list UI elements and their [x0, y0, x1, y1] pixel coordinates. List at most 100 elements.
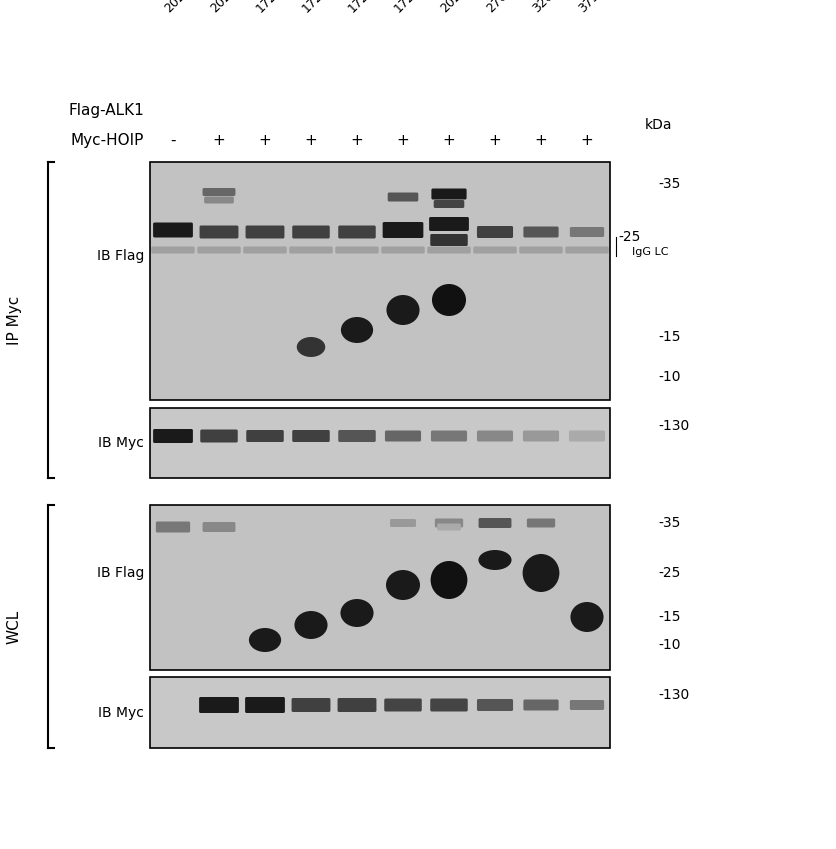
Text: 202-503: 202-503 — [208, 0, 254, 15]
Bar — [150, 162, 610, 400]
FancyBboxPatch shape — [477, 430, 513, 441]
Text: -35: -35 — [658, 516, 681, 530]
FancyBboxPatch shape — [570, 227, 604, 237]
Text: 172-300: 172-300 — [300, 0, 346, 15]
FancyBboxPatch shape — [246, 226, 284, 239]
Ellipse shape — [431, 561, 467, 599]
Text: +: + — [396, 132, 410, 148]
Text: 320-503: 320-503 — [530, 0, 576, 15]
FancyBboxPatch shape — [204, 196, 234, 204]
Text: +: + — [442, 132, 456, 148]
FancyBboxPatch shape — [339, 226, 375, 239]
FancyBboxPatch shape — [155, 521, 190, 532]
FancyBboxPatch shape — [335, 246, 379, 254]
Text: Flag-ALK1: Flag-ALK1 — [69, 103, 144, 117]
Ellipse shape — [341, 317, 373, 343]
Text: -15: -15 — [658, 610, 681, 624]
Text: 172-270: 172-270 — [254, 0, 300, 15]
Text: -25: -25 — [618, 230, 640, 244]
Bar — [150, 408, 610, 478]
FancyBboxPatch shape — [381, 246, 425, 254]
FancyBboxPatch shape — [292, 698, 330, 712]
FancyBboxPatch shape — [338, 698, 376, 712]
FancyBboxPatch shape — [293, 226, 329, 239]
FancyBboxPatch shape — [523, 430, 559, 441]
FancyBboxPatch shape — [197, 246, 241, 254]
Text: 172-375: 172-375 — [392, 0, 438, 15]
Text: -15: -15 — [658, 330, 681, 344]
Text: +: + — [304, 132, 318, 148]
FancyBboxPatch shape — [289, 246, 333, 254]
FancyBboxPatch shape — [565, 246, 609, 254]
Text: WCL: WCL — [7, 610, 22, 644]
Text: kDa: kDa — [645, 118, 672, 132]
Text: IB Flag: IB Flag — [97, 565, 144, 580]
FancyBboxPatch shape — [519, 246, 563, 254]
Ellipse shape — [570, 602, 604, 632]
Text: +: + — [258, 132, 272, 148]
Text: -10: -10 — [658, 638, 681, 652]
Text: +: + — [212, 132, 226, 148]
FancyBboxPatch shape — [477, 699, 513, 711]
FancyBboxPatch shape — [478, 518, 512, 528]
Ellipse shape — [340, 599, 374, 627]
FancyBboxPatch shape — [435, 519, 463, 527]
Text: -10: -10 — [658, 370, 681, 384]
Text: 172-320: 172-320 — [346, 0, 392, 15]
FancyBboxPatch shape — [202, 188, 236, 196]
Text: 270-503: 270-503 — [484, 0, 530, 15]
FancyBboxPatch shape — [293, 430, 329, 442]
Text: IB Myc: IB Myc — [98, 436, 144, 450]
Ellipse shape — [386, 295, 420, 325]
FancyBboxPatch shape — [431, 699, 468, 711]
FancyBboxPatch shape — [151, 246, 195, 254]
FancyBboxPatch shape — [383, 222, 423, 238]
Ellipse shape — [478, 550, 512, 570]
Bar — [150, 505, 610, 670]
FancyBboxPatch shape — [385, 699, 421, 711]
FancyBboxPatch shape — [477, 226, 513, 238]
Text: -130: -130 — [658, 419, 689, 433]
Ellipse shape — [386, 570, 420, 600]
FancyBboxPatch shape — [202, 522, 236, 532]
FancyBboxPatch shape — [200, 226, 238, 239]
FancyBboxPatch shape — [434, 200, 464, 208]
Ellipse shape — [249, 628, 281, 652]
Text: 202-375: 202-375 — [438, 0, 484, 15]
Ellipse shape — [522, 554, 559, 592]
Text: IB Myc: IB Myc — [98, 706, 144, 719]
FancyBboxPatch shape — [431, 430, 467, 441]
FancyBboxPatch shape — [243, 246, 287, 254]
FancyBboxPatch shape — [153, 222, 193, 238]
Text: +: + — [350, 132, 364, 148]
FancyBboxPatch shape — [247, 430, 283, 442]
FancyBboxPatch shape — [570, 700, 604, 710]
Text: 375-503: 375-503 — [576, 0, 622, 15]
FancyBboxPatch shape — [523, 700, 558, 711]
Text: IgG LC: IgG LC — [632, 247, 669, 257]
Text: -: - — [171, 132, 176, 148]
FancyBboxPatch shape — [199, 697, 239, 713]
FancyBboxPatch shape — [427, 246, 471, 254]
Ellipse shape — [432, 284, 466, 316]
Text: +: + — [581, 132, 594, 148]
FancyBboxPatch shape — [153, 429, 193, 443]
FancyBboxPatch shape — [388, 193, 418, 201]
FancyBboxPatch shape — [339, 430, 375, 442]
FancyBboxPatch shape — [429, 217, 469, 231]
FancyBboxPatch shape — [201, 430, 237, 442]
Ellipse shape — [294, 611, 328, 639]
Text: 202-503: 202-503 — [162, 0, 208, 15]
FancyBboxPatch shape — [431, 234, 468, 246]
Text: IB Flag: IB Flag — [97, 249, 144, 263]
FancyBboxPatch shape — [473, 246, 517, 254]
Bar — [150, 677, 610, 748]
Text: -130: -130 — [658, 688, 689, 702]
Text: +: + — [488, 132, 502, 148]
FancyBboxPatch shape — [569, 430, 605, 441]
Text: -35: -35 — [658, 177, 681, 191]
FancyBboxPatch shape — [390, 519, 416, 527]
Text: -25: -25 — [658, 566, 681, 580]
FancyBboxPatch shape — [431, 188, 466, 200]
Text: +: + — [535, 132, 548, 148]
